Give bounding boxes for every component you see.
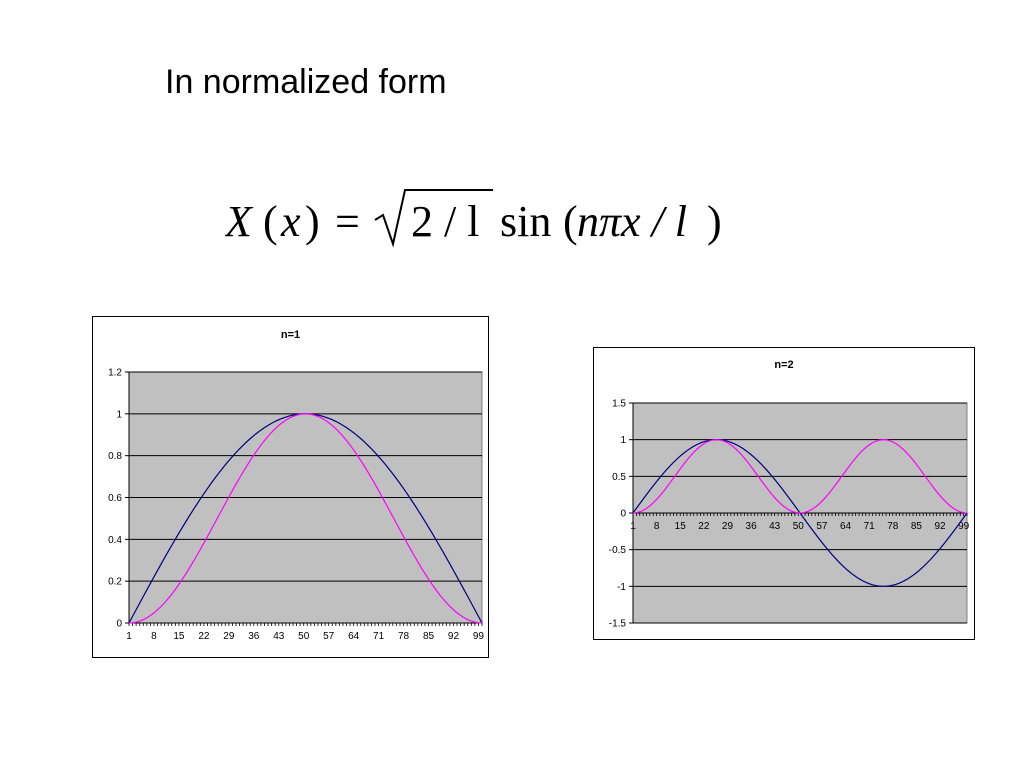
formula-arg-close: ) <box>707 197 722 246</box>
x-tick-label: 22 <box>698 521 710 532</box>
y-tick-label: 0.4 <box>108 535 122 546</box>
series-sin-squared-line <box>632 439 968 514</box>
y-tick-label: -1.5 <box>609 619 627 630</box>
chart-title: n=2 <box>774 359 794 371</box>
y-tick-label: 1 <box>116 409 122 420</box>
x-tick-label: 71 <box>864 521 876 532</box>
x-tick-label: 50 <box>298 631 310 642</box>
x-tick-label: 29 <box>722 521 734 532</box>
y-tick-label: 0.6 <box>108 493 122 504</box>
formula-radicand: 2 / l <box>411 197 479 246</box>
x-tick-label: 71 <box>373 631 385 642</box>
x-tick-label: 50 <box>793 521 805 532</box>
formula-var: x <box>280 197 301 246</box>
y-tick-label: 1.5 <box>612 399 626 410</box>
y-tick-label: 0.2 <box>108 577 122 588</box>
x-tick-label: 78 <box>398 631 410 642</box>
x-tick-label: 1 <box>126 631 132 642</box>
x-tick-label: 15 <box>675 521 687 532</box>
chart-n1-plot: 0 0.2 0.4 0.6 0.8 1 1.2 1 8 15 22 29 36 43 50 57 64 71 78 8… <box>108 368 485 643</box>
formula-lhs: X <box>225 197 254 246</box>
formula-func: sin <box>500 197 551 246</box>
x-tick-label: 64 <box>348 631 360 642</box>
x-tick-label: 43 <box>273 631 285 642</box>
x-tick-label: 36 <box>248 631 260 642</box>
y-tick-label: 1.2 <box>108 368 122 379</box>
x-tick-label: 36 <box>746 521 758 532</box>
formula-equals: = <box>335 197 360 246</box>
formula-lparen: ( <box>263 197 278 246</box>
x-tick-label: 85 <box>423 631 435 642</box>
x-tick-label: 78 <box>887 521 899 532</box>
y-tick-label: -0.5 <box>609 545 627 556</box>
formula-sqrt-sign <box>374 189 493 248</box>
x-tick-label: 43 <box>769 521 781 532</box>
x-tick-label: 99 <box>958 521 970 532</box>
x-tick-label: 1 <box>630 521 636 532</box>
chart-n1: n=1 0 0.2 0.4 0.6 0.8 1 1.2 1 8 15 22 29 36 43 50 57 64 7… <box>92 316 489 658</box>
x-tick-label: 64 <box>840 521 852 532</box>
formula-arg-open: ( <box>563 197 578 246</box>
y-tick-label: 0.5 <box>612 472 626 483</box>
x-tick-label: 8 <box>654 521 660 532</box>
x-tick-label: 8 <box>151 631 157 642</box>
x-tick-label: 85 <box>911 521 923 532</box>
chart-n2: n=2 -1.5 -1 -0.5 0 0.5 1 1.5 1 8 15 22 29 36 43 50 57 64… <box>593 347 975 640</box>
x-tick-label: 92 <box>448 631 460 642</box>
formula-arg: nπx / l <box>577 197 687 246</box>
series-sin-squared-line <box>128 413 483 624</box>
chart-title: n=1 <box>280 329 301 341</box>
page-heading: In normalized form <box>165 63 447 101</box>
y-tick-label: -1 <box>617 582 626 593</box>
x-tick-label: 15 <box>173 631 185 642</box>
x-tick-label: 22 <box>198 631 210 642</box>
formula-rparen: ) <box>305 197 320 246</box>
y-tick-label: 1 <box>620 435 626 446</box>
x-tick-label: 92 <box>934 521 946 532</box>
y-tick-label: 0 <box>620 509 626 520</box>
chart-n2-plot: -1.5 -1 -0.5 0 0.5 1 1.5 1 8 15 22 29 36 43 50 57 64 71 78… <box>609 399 970 630</box>
x-tick-label: 57 <box>816 521 828 532</box>
normalized-wavefunction-formula: X ( x ) = 2 / l sin ( nπx / l ) <box>225 189 722 248</box>
y-tick-label: 0 <box>116 619 122 630</box>
x-tick-label: 57 <box>323 631 335 642</box>
y-tick-label: 0.8 <box>108 451 122 462</box>
x-tick-label: 99 <box>473 631 485 642</box>
x-tick-label: 29 <box>223 631 235 642</box>
